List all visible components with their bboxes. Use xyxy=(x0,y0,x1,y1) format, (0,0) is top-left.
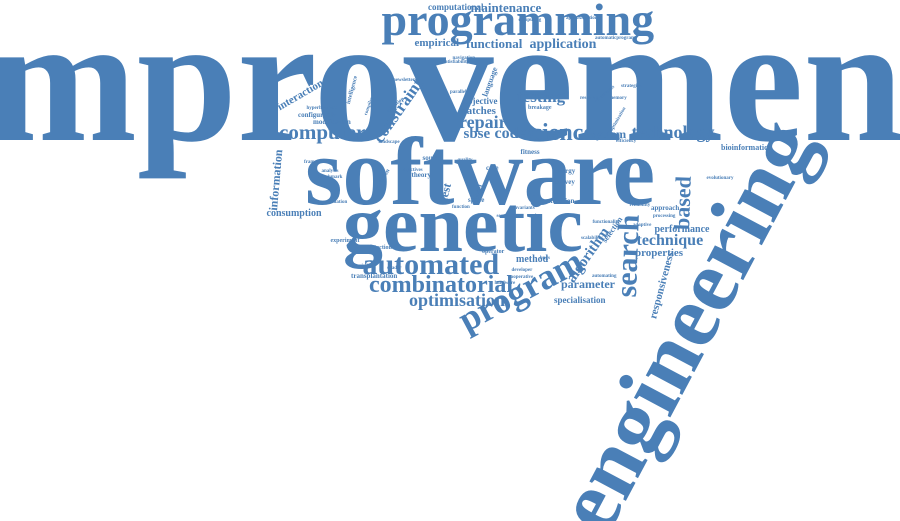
word-survey: survey xyxy=(555,177,575,186)
word-breakage: breakage xyxy=(528,105,552,111)
word-scalability: scalability xyxy=(581,235,603,241)
word-patches: patches xyxy=(460,104,496,117)
word-case: case xyxy=(486,163,499,172)
word-parallel: parallel xyxy=(450,89,467,95)
word-code: code xyxy=(494,125,526,142)
word-performance: performance xyxy=(654,224,710,235)
word-method: method xyxy=(516,254,549,265)
word-invariants: invariants xyxy=(513,205,535,211)
word-modification: modification xyxy=(313,117,351,126)
word-computing: computing xyxy=(518,17,542,23)
word-based: based xyxy=(668,175,696,231)
word-heuristic: heuristic xyxy=(351,263,371,269)
word-technology: technology xyxy=(631,122,715,142)
word-repair: repair xyxy=(459,112,507,132)
word-execution: execution xyxy=(546,196,575,205)
word-computational: computational xyxy=(428,1,484,12)
word-reliability: reliability xyxy=(629,202,651,208)
word-source: source xyxy=(422,153,442,162)
word-computer: computer xyxy=(279,119,366,144)
word-benchmark: benchmark xyxy=(318,174,343,180)
word-adaptive: adaptive xyxy=(633,222,652,228)
word-software: software xyxy=(305,118,656,225)
word-operator: operator xyxy=(482,249,505,255)
word-space: space xyxy=(468,195,485,204)
word-processing: processing xyxy=(653,213,676,219)
word-strategies: strategies xyxy=(621,83,642,89)
word-theory: theory xyxy=(411,170,431,179)
word-programming: programming xyxy=(381,0,655,45)
word-evolutionary: evolutionary xyxy=(706,175,734,181)
word-hyperheuristic: hyperheuristic xyxy=(306,105,338,111)
word-navigation: navigation xyxy=(452,55,476,61)
word-automaticprogram: automaticprogram xyxy=(595,35,636,41)
word-newsletters: newsletters xyxy=(393,77,417,83)
word-science: science xyxy=(522,120,594,146)
word-energy: energy xyxy=(555,166,576,175)
word-memory: memory xyxy=(609,95,627,101)
word-quality: quality xyxy=(457,157,473,163)
word-approach: approach xyxy=(651,203,680,212)
word-cache: cache xyxy=(528,213,540,219)
word-consumption: consumption xyxy=(266,208,322,219)
word-function: function xyxy=(452,204,470,210)
word-objectives: objectives xyxy=(401,167,423,173)
word-application: application xyxy=(529,37,597,52)
word-configurable: configurable xyxy=(298,110,336,119)
word-landscape: landscape xyxy=(378,139,400,145)
word-transplantation: transplantation xyxy=(351,271,398,280)
word-cooperative: cooperative xyxy=(508,274,534,280)
word-analysis: analysis xyxy=(321,168,339,174)
word-satisfiability: satisfiability xyxy=(443,59,470,65)
word-testing: testing xyxy=(517,86,566,106)
word-efficiency: efficiency xyxy=(616,138,637,144)
word-objective: objective xyxy=(463,95,498,106)
word-combinatorial: combinatorial xyxy=(369,272,513,298)
word-hardware: hardware xyxy=(494,280,516,286)
word-improvement: improvement xyxy=(0,0,900,179)
word-functionality: functionality xyxy=(592,219,620,225)
word-specialisation: specialisation xyxy=(554,294,606,305)
word-experiment: experiment xyxy=(330,238,360,244)
word-evaluation: evaluation xyxy=(325,199,348,205)
word-sbse: sbse xyxy=(463,125,491,142)
word-shader: shader xyxy=(387,265,402,271)
word-developer: developer xyxy=(511,267,533,273)
word-properties: properties xyxy=(635,246,684,259)
word-research: research xyxy=(580,95,599,101)
word-sequence: sequence xyxy=(496,213,516,219)
word-system: system xyxy=(591,127,627,141)
word-automating: automating xyxy=(592,273,617,279)
word-framework: framework xyxy=(304,159,328,165)
word-bioinformatics: bioinformatics xyxy=(721,143,771,152)
word-genetic: genetic xyxy=(343,181,583,269)
word-automated: automated xyxy=(362,248,500,281)
word-fitness: fitness xyxy=(520,147,540,156)
word-empirical: empirical xyxy=(414,36,460,49)
word-technique: technique xyxy=(636,232,704,249)
word-approximation: approximation xyxy=(566,15,598,21)
word-maintenance: maintenance xyxy=(470,0,542,15)
word-detection: detection xyxy=(368,245,392,251)
word-bugs: bugs xyxy=(540,255,551,261)
word-functional: functional xyxy=(466,35,523,51)
word-parameter: parameter xyxy=(561,277,615,291)
word-optimisation: optimisation xyxy=(409,290,506,310)
